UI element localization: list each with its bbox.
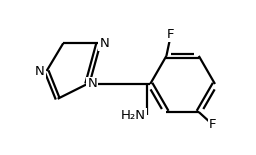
Text: N: N (99, 37, 109, 50)
Text: N: N (35, 64, 45, 78)
Text: N: N (87, 78, 97, 91)
Text: H₂N: H₂N (121, 109, 146, 122)
Text: F: F (209, 118, 216, 131)
Text: F: F (166, 28, 174, 41)
